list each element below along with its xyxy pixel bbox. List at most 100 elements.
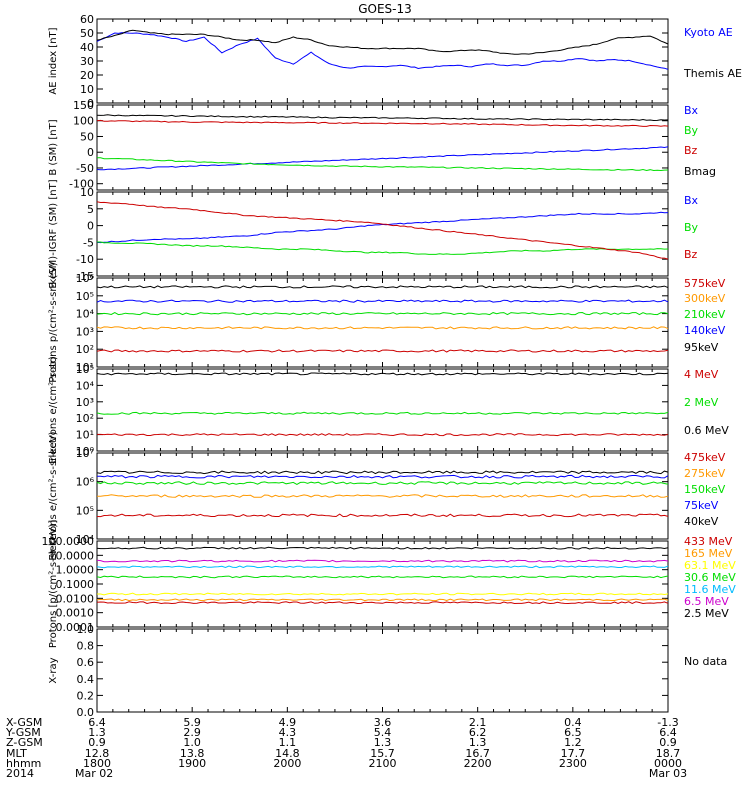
- ephemeris-value: 1800: [83, 757, 111, 770]
- legend-label: 475keV: [684, 451, 726, 464]
- series-line-30.6-MeV: [96, 575, 669, 579]
- ephemeris-value: Mar 02: [75, 767, 113, 780]
- y-tick-label: 1.0: [77, 623, 95, 636]
- series-line-11.6-MeV: [96, 565, 669, 569]
- series-line-95keV: [96, 285, 669, 289]
- y-tick-label: 100: [73, 115, 94, 128]
- series-line-Kyoto-AE: [96, 32, 669, 70]
- panel-2: -100 -50 0 50 100 150 B (SM) [nT] Bx By Bz Bmag: [48, 99, 716, 191]
- y-tick-label: 10⁴: [76, 533, 95, 546]
- ephemeris-value: 1.3: [88, 726, 106, 739]
- ephemeris-value: 12.8: [85, 747, 110, 760]
- series-line-By: [97, 241, 669, 255]
- series-line-Bz: [96, 119, 669, 127]
- series-line-75keV: [96, 474, 669, 479]
- y-tick-label: 0: [87, 146, 94, 159]
- legend-label: 140keV: [684, 324, 726, 337]
- legend-label: 300keV: [684, 292, 726, 305]
- series-line-2-MeV: [96, 411, 669, 415]
- ephemeris-row-label: 2014: [6, 767, 34, 780]
- legend-label: 30.6 MeV: [684, 571, 736, 584]
- ephemeris-value: 2.9: [183, 726, 201, 739]
- panel-6: 10⁴ 10⁵ 10⁶ 10⁷ Electrons e/(cm²-s-sr-keV) 47…: [48, 431, 726, 560]
- panel-frame: [96, 191, 669, 277]
- ephemeris-value: 1.0: [183, 736, 201, 749]
- y-tick-label: -15: [76, 270, 94, 283]
- panel-3: -15 -10 -5 0 5 10 B (SM)-IGRF (SM) [nT] Bx By Bz: [48, 179, 699, 288]
- ephemeris-value: 14.8: [275, 747, 300, 760]
- y-axis-label: Electrons e/(cm²-s-sr): [48, 356, 59, 464]
- legend-label: Bmag: [684, 165, 716, 178]
- legend-label: 75keV: [684, 499, 719, 512]
- legend-label: By: [684, 124, 699, 137]
- legend-label: 4 MeV: [684, 368, 719, 381]
- panel-frame: [96, 368, 669, 452]
- y-axis-label: B (SM) [nT]: [48, 119, 59, 175]
- series-line-2.5-MeV: [96, 546, 669, 550]
- y-tick-label: 0.1000: [56, 578, 95, 591]
- y-tick-label: 10⁴: [76, 308, 95, 321]
- ephemeris-value: 15.7: [370, 747, 395, 760]
- ephemeris-value: 6.4: [88, 716, 106, 729]
- y-tick-label: 10³: [76, 325, 94, 338]
- series-line-0.6-MeV: [96, 372, 669, 376]
- y-tick-label: 10¹: [76, 429, 94, 442]
- panel-frame: [96, 628, 669, 713]
- y-tick-label: 0.0001: [56, 621, 95, 634]
- series-line-150keV: [96, 481, 669, 485]
- legend-label: Bx: [684, 194, 699, 207]
- ephemeris-value: 2000: [273, 757, 301, 770]
- legend-label: By: [684, 221, 699, 234]
- legend-label: 40keV: [684, 515, 719, 528]
- panel-4: 10¹ 10² 10³ 10⁴ 10⁵ 10⁶ Protons p/(cm²-s-sr-ke…: [48, 262, 726, 383]
- chart-title: GOES-13: [358, 2, 412, 16]
- y-tick-label: 10.0000: [49, 549, 95, 562]
- series-line-165-MeV: [96, 598, 669, 602]
- y-tick-label: 50: [80, 27, 94, 40]
- series-line-300keV: [96, 326, 669, 330]
- ephemeris-value: 1.3: [374, 736, 392, 749]
- ephemeris-value: 1.2: [564, 736, 582, 749]
- y-tick-label: -10: [76, 253, 94, 266]
- series-line-Themis-AE: [96, 29, 669, 55]
- series-line-275keV: [96, 494, 669, 498]
- series-line-Bx: [96, 146, 669, 171]
- y-tick-label: 50: [80, 130, 94, 143]
- ephemeris-row-label: hhmm: [6, 757, 41, 770]
- legend-label: Bz: [684, 144, 698, 157]
- legend-label: 11.6 MeV: [684, 583, 736, 596]
- ephemeris-value: 0.9: [88, 736, 106, 749]
- series-line-Bz: [96, 201, 669, 260]
- ephemeris-row-label: X-GSM: [6, 716, 42, 729]
- panel-8: 0.0 0.2 0.4 0.6 0.8 1.0 X-ray No data: [48, 623, 727, 719]
- ephemeris-value: 18.7: [656, 747, 681, 760]
- legend-label: 433 MeV: [684, 535, 733, 548]
- ephemeris-value: 6.4: [659, 726, 677, 739]
- ephemeris-value: 0.4: [564, 716, 582, 729]
- ephemeris-value: 6.2: [469, 726, 487, 739]
- ephemeris-value: 2.1: [469, 716, 487, 729]
- series-line-140keV: [96, 299, 669, 303]
- panel-frame: [96, 277, 669, 368]
- y-axis-label: Protons [p/(cm²-s-sr-keV)]: [48, 520, 59, 648]
- legend-label: 575keV: [684, 277, 726, 290]
- y-axis-label: AE index [nT]: [48, 27, 59, 94]
- y-tick-label: 40: [80, 41, 94, 54]
- legend-label: Bx: [684, 104, 699, 117]
- y-tick-label: 10⁶: [76, 476, 95, 489]
- ephemeris-value: Mar 03: [649, 767, 687, 780]
- y-tick-label: 60: [80, 13, 94, 26]
- no-data-note: No data: [684, 655, 727, 668]
- y-tick-label: 10²: [76, 412, 94, 425]
- ephemeris-row-label: Z-GSM: [6, 736, 43, 749]
- panel-frame: [96, 18, 669, 104]
- y-tick-label: 1.0000: [56, 564, 95, 577]
- y-tick-label: 0.0: [77, 706, 95, 719]
- panel-5: 10⁰ 10¹ 10² 10³ 10⁴ 10⁵ Electrons e/(cm²-s-sr)…: [48, 356, 729, 464]
- series-line-Bx: [96, 211, 669, 244]
- legend-label: 210keV: [684, 308, 726, 321]
- y-tick-label: 10⁵: [76, 504, 94, 517]
- y-tick-label: 20: [80, 69, 94, 82]
